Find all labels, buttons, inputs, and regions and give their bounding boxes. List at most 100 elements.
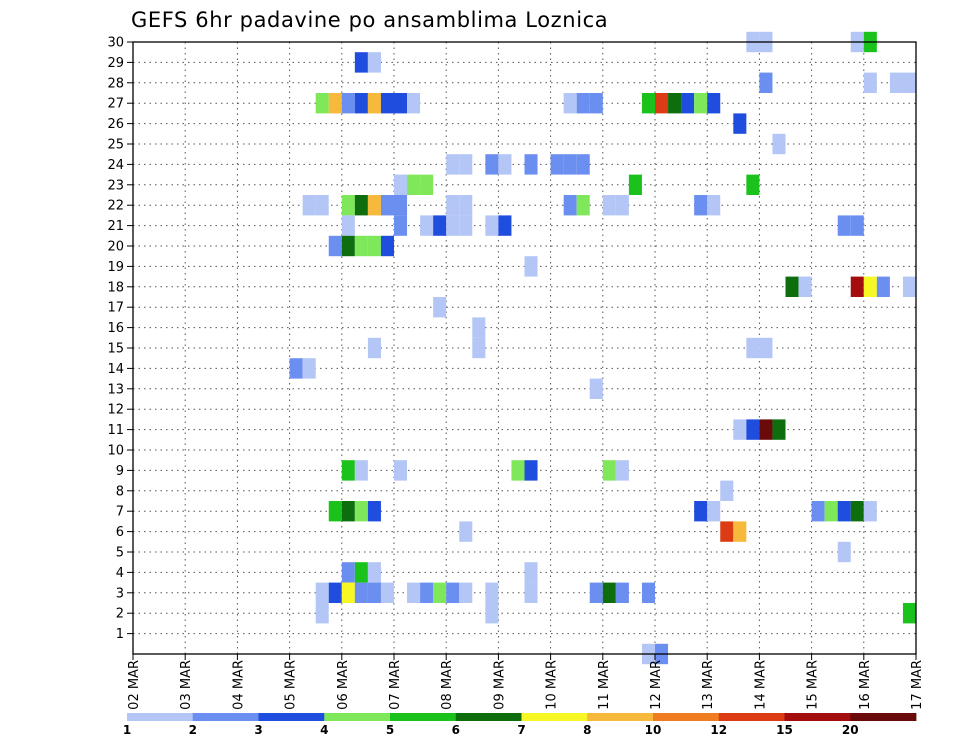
x-tick-label: 05 MAR (284, 660, 299, 710)
colorbar-segment (258, 713, 325, 721)
data-cells (289, 31, 916, 665)
precip-cell (576, 154, 590, 175)
precip-cell (589, 378, 603, 399)
colorbar-label: 2 (189, 723, 197, 737)
colorbar-segment (587, 713, 654, 721)
precip-cell (902, 276, 916, 297)
precip-cell (380, 235, 394, 257)
precip-cell (746, 419, 760, 440)
x-tick-label: 04 MAR (231, 660, 246, 710)
colorbar-segment (850, 713, 917, 721)
y-tick-label: 2 (116, 607, 124, 622)
precip-cell (433, 297, 447, 318)
y-tick-label: 9 (116, 464, 124, 479)
precip-cell (550, 154, 564, 175)
precip-cell (367, 235, 381, 257)
x-tick-label: 03 MAR (179, 660, 194, 710)
precip-cell (394, 215, 408, 236)
y-tick-label: 15 (107, 342, 124, 357)
precip-cell (354, 562, 368, 583)
precip-cell (328, 501, 342, 522)
precip-cell (759, 419, 773, 440)
precip-cell (759, 72, 773, 93)
precip-cell (394, 174, 408, 195)
precip-cell (902, 72, 916, 93)
precip-cell (407, 93, 421, 114)
precip-cell (446, 215, 460, 236)
precip-cell (302, 195, 316, 216)
y-tick-label: 11 (107, 423, 124, 438)
precip-cell (459, 521, 473, 542)
colorbar-label: 7 (517, 723, 525, 737)
y-tick-label: 23 (107, 178, 124, 193)
precip-cell (485, 154, 499, 175)
precip-cell (394, 93, 408, 114)
x-axis: 02 MAR 03 MAR 04 MAR 05 MAR 06 MAR 07 MAR 08 M… (127, 654, 925, 710)
y-tick-label: 21 (107, 219, 124, 234)
x-tick-label: 10 MAR (545, 660, 560, 710)
x-tick-label: 11 MAR (597, 660, 612, 710)
colorbar-segment (653, 713, 720, 721)
x-tick-label: 06 MAR (336, 660, 351, 710)
precip-cell (615, 582, 629, 603)
precip-cell (668, 93, 682, 114)
precip-cell (446, 154, 460, 175)
precip-cell (354, 501, 368, 522)
precip-cell (524, 154, 538, 175)
precip-cell (289, 358, 303, 379)
precip-cell (576, 195, 590, 216)
precip-cell (341, 195, 355, 216)
precip-cell (485, 582, 499, 603)
precip-cell (615, 460, 629, 481)
x-tick-label: 14 MAR (753, 660, 768, 710)
precip-cell (628, 174, 642, 195)
precip-cell (394, 195, 408, 216)
precip-cell (707, 93, 721, 114)
precip-cell (407, 582, 421, 603)
precip-cell (354, 195, 368, 216)
precip-cell (498, 154, 512, 175)
precip-cell (850, 215, 864, 236)
precip-cell (315, 195, 329, 216)
precip-cell (446, 195, 460, 216)
precip-cell (367, 562, 381, 583)
precip-cell (354, 235, 368, 257)
colorbar-segment (784, 713, 851, 721)
colorbar-segment (324, 713, 391, 721)
precip-cell (459, 154, 473, 175)
precip-cell (315, 93, 329, 114)
precip-cell (367, 195, 381, 216)
precip-cell (615, 195, 629, 216)
precip-cell (354, 52, 368, 73)
precip-cell (407, 174, 421, 195)
precip-cell (746, 337, 760, 359)
y-tick-label: 18 (107, 280, 124, 295)
x-tick-label: 02 MAR (127, 660, 142, 710)
precip-cell (824, 501, 838, 522)
precip-cell (707, 195, 721, 216)
y-tick-label: 22 (107, 199, 124, 214)
precip-cell (341, 235, 355, 257)
precip-cell (902, 603, 916, 624)
y-tick-label: 14 (107, 362, 124, 377)
colorbar-label: 12 (710, 723, 727, 737)
precip-cell (420, 215, 434, 236)
y-tick-label: 19 (107, 260, 124, 275)
precip-cell (655, 93, 669, 114)
precip-cell (315, 582, 329, 603)
y-tick-label: 1 (116, 627, 124, 642)
x-tick-label: 07 MAR (388, 660, 403, 710)
precip-cell (354, 93, 368, 114)
precip-cell (341, 582, 355, 603)
precip-cell (367, 337, 381, 359)
precip-cell (733, 419, 747, 440)
precip-cell (641, 93, 655, 114)
precip-cell (485, 603, 499, 624)
precip-cell (720, 521, 734, 542)
precip-cell (433, 215, 447, 236)
precip-cell (602, 195, 616, 216)
y-tick-label: 3 (116, 586, 124, 601)
precip-cell (811, 501, 825, 522)
precip-cell (367, 93, 381, 114)
